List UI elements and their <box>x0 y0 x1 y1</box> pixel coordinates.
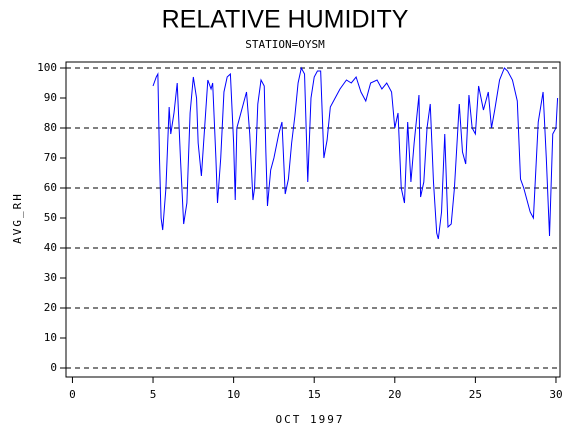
chart-subtitle: STATION=OYSM <box>245 38 325 51</box>
x-tick-label: 5 <box>150 388 157 401</box>
chart-title: RELATIVE HUMIDITY <box>162 6 409 34</box>
x-tick-label: 10 <box>227 388 240 401</box>
y-tick-label: 70 <box>44 151 57 164</box>
y-tick-label: 40 <box>44 241 57 254</box>
y-tick-label: 50 <box>44 211 57 224</box>
y-tick-label: 0 <box>50 361 57 374</box>
y-tick-label: 80 <box>44 121 57 134</box>
y-tick-label: 60 <box>44 181 57 194</box>
x-tick-label: 30 <box>549 388 562 401</box>
y-tick-label: 90 <box>44 91 57 104</box>
y-tick-label: 10 <box>44 331 57 344</box>
y-axis-label: AVG_RH <box>11 192 24 244</box>
x-tick-label: 25 <box>469 388 482 401</box>
x-tick-label: 0 <box>69 388 76 401</box>
x-tick-label: 15 <box>308 388 321 401</box>
y-tick-label: 100 <box>37 61 57 74</box>
data-line <box>152 66 559 240</box>
y-tick-label: 30 <box>44 271 57 284</box>
plot-frame <box>65 61 561 378</box>
y-tick-label: 20 <box>44 301 57 314</box>
x-axis-label: OCT 1997 <box>276 413 345 426</box>
x-tick-label: 20 <box>388 388 401 401</box>
